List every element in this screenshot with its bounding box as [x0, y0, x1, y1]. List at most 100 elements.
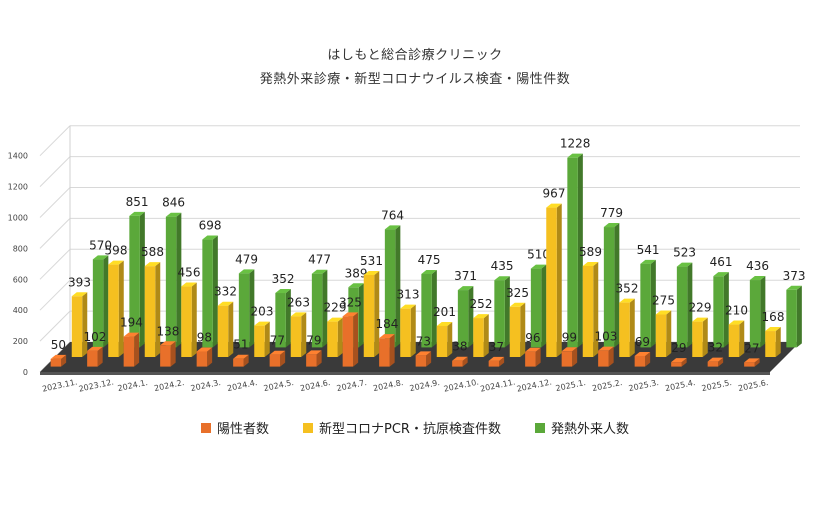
bar-s0-c17 [671, 362, 682, 367]
bar-s2-c14-side [614, 223, 620, 348]
bar-s2-c11-side [504, 276, 510, 348]
data-label-s0-c16: 69 [635, 335, 650, 349]
bar-s0-c3-top [160, 341, 176, 346]
bar-s1-c12 [509, 306, 521, 357]
bar-s2-c1-side [139, 211, 145, 348]
bar-s0-c6 [269, 354, 281, 367]
x-tick-label-1: 2023.12. [78, 377, 115, 393]
bar-s2-c6 [311, 273, 323, 348]
y-tick-label-7: 1400 [8, 152, 28, 161]
bar-s2-c9-top [421, 270, 437, 275]
title-block: はしもと総合診療クリニック 発熱外来診療・新型コロナウイルス検査・陽性件数 [0, 44, 830, 92]
bar-s1-c16-side [666, 310, 672, 357]
bar-s1-c19-top [765, 327, 781, 332]
chart-subtitle: 発熱外来診療・新型コロナウイルス検査・陽性件数 [259, 72, 571, 87]
data-label-s1-c13: 967 [543, 187, 566, 201]
data-label-s2-c17: 461 [710, 255, 733, 269]
bar-s2-c8-top [384, 225, 401, 230]
bar-s1-c15-top [619, 298, 635, 303]
bar-s0-c12-side [499, 356, 505, 367]
bar-s2-c13-top [567, 153, 583, 158]
bar-s0-c9 [379, 338, 390, 367]
bar-s2-c13-side [577, 153, 583, 348]
bar-s2-c4-side [249, 269, 255, 348]
bar-s1-c11 [473, 318, 484, 357]
x-tick-label-19: 2025.6. [737, 378, 769, 393]
data-label-s0-c7: 79 [306, 333, 321, 347]
data-label-s1-c10: 201 [433, 305, 456, 319]
bar-s0-c13-top [525, 347, 541, 352]
bar-s2-c7-side [358, 283, 364, 348]
bar-s2-c10-side [468, 286, 474, 348]
bar-s0-c15-side [608, 346, 614, 367]
bar-s2-c2-side [176, 212, 182, 348]
bar-s1-c8-top [363, 270, 380, 275]
bar-s1-c4 [217, 305, 229, 357]
data-label-s2-c12: 510 [527, 248, 550, 262]
data-label-s0-c5: 51 [233, 338, 248, 352]
data-label-s1-c5: 203 [251, 305, 274, 319]
bar-s2-c9-side [431, 270, 437, 348]
data-label-s0-c10: 73 [416, 334, 431, 348]
y-tick-label-2: 400 [13, 306, 28, 315]
bar-s0-c2-top [123, 332, 140, 337]
data-label-s0-c17: 29 [671, 341, 686, 355]
bar-s1-c5-side [264, 321, 270, 357]
legend: 陽性者数 新型コロナPCR・抗原検査件数 発熱外来人数 [0, 418, 830, 437]
bar-s2-c16-top [676, 262, 693, 267]
data-label-s0-c12: 37 [489, 340, 504, 354]
bar-s1-c0-side [82, 292, 88, 357]
bar-s0-c11-side [462, 356, 468, 367]
data-label-s0-c8: 325 [339, 295, 362, 309]
bar-s2-c13 [567, 157, 578, 348]
data-label-s2-c0: 570 [89, 238, 112, 252]
data-label-s0-c1: 102 [83, 330, 106, 344]
bar-s2-c1-top [129, 211, 145, 216]
bar-s0-c15-top [598, 346, 614, 351]
data-label-s1-c16: 275 [652, 294, 675, 308]
legend-item-fever: 発熱外来人数 [534, 418, 629, 437]
bar-s2-c1 [129, 215, 140, 348]
data-label-s1-c9: 313 [397, 288, 420, 302]
bar-s0-c11-top [452, 356, 468, 361]
bar-s2-c19 [786, 289, 797, 348]
bar-s1-c19 [765, 331, 776, 357]
bar-s1-c18 [728, 324, 740, 357]
bar-s1-c17 [692, 321, 703, 357]
data-label-s0-c18: 32 [708, 341, 723, 355]
bar-s0-c4 [196, 351, 208, 367]
legend-swatch-positive [201, 422, 211, 433]
bar-s0-c10-top [415, 351, 432, 356]
bar-s0-c18 [707, 361, 719, 367]
bar-s2-c12-side [541, 264, 547, 348]
bar-s0-c4-side [207, 347, 213, 367]
bar-s0-c1 [87, 350, 98, 367]
bar-s1-c16 [655, 314, 667, 357]
bar-s0-c17-top [671, 358, 687, 363]
x-tick-label-7: 2024.6. [299, 378, 331, 393]
x-tick-label-4: 2024.3. [190, 378, 222, 393]
bar-s2-c14-top [603, 223, 620, 228]
bar-s2-c18-top [749, 276, 766, 281]
y-tick-label-0: 0 [23, 368, 28, 377]
bar-s0-c18-side [718, 357, 724, 367]
data-label-s0-c14: 99 [562, 330, 577, 344]
bar-s2-c7-top [348, 283, 364, 288]
bar-s0-c7 [306, 354, 317, 367]
bar-s1-c15-side [629, 298, 635, 357]
bar-s2-c11-top [494, 276, 510, 281]
bar-s2-c6-top [311, 269, 328, 274]
bar-s1-c4-side [228, 301, 234, 357]
data-label-s2-c7: 389 [345, 266, 368, 280]
bar-s1-c13-side [556, 203, 562, 357]
bar-s2-c14 [603, 227, 615, 348]
bar-s0-c14-side [572, 347, 578, 367]
bar-s0-c5 [233, 358, 244, 367]
bar-s0-c6-side [280, 350, 286, 367]
bar-s1-c7-top [327, 317, 343, 322]
bar-s0-c8 [342, 316, 354, 367]
data-label-s2-c1: 851 [126, 195, 149, 209]
bar-s0-c7-top [306, 350, 322, 355]
data-label-s1-c18: 210 [725, 304, 748, 318]
data-label-s2-c3: 698 [199, 219, 222, 233]
